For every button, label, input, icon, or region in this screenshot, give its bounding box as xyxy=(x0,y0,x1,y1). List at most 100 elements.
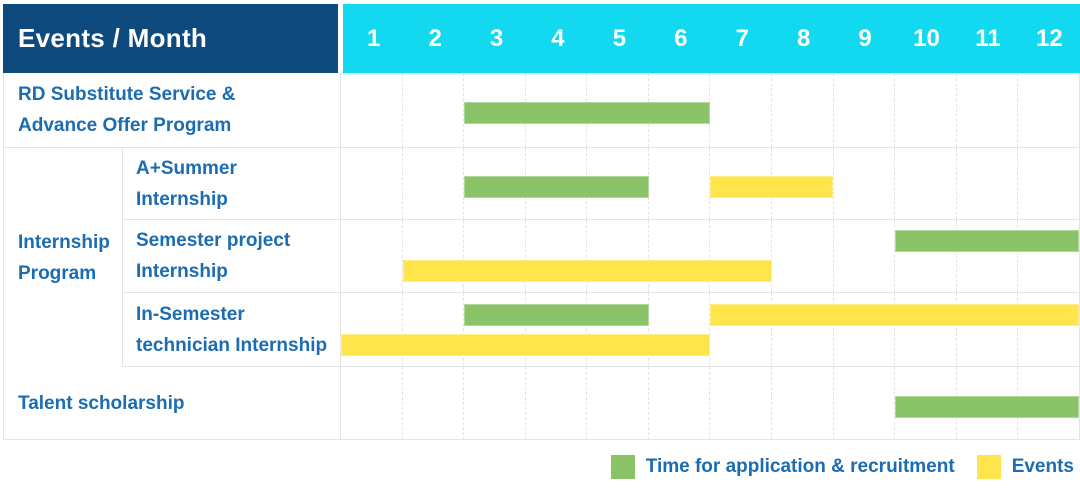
row-chart-area xyxy=(341,73,1079,147)
month-gridline-cell xyxy=(463,148,525,219)
row-label-line: In-Semester xyxy=(136,303,245,325)
month-label: 7 xyxy=(735,24,749,52)
month-gridline-cell xyxy=(771,73,833,147)
month-gridline-cell xyxy=(832,148,895,219)
month-gridline-cell xyxy=(1017,148,1079,219)
gantt-row: A+Summer Internship xyxy=(4,148,1079,220)
row-group-label-line: Program xyxy=(18,262,97,284)
gantt-row: Semester project Internship xyxy=(4,220,1079,293)
row-label: In-Semester technician Internship xyxy=(123,293,341,366)
gantt-bar-yellow xyxy=(341,333,710,356)
month-label: 4 xyxy=(551,24,565,52)
month-gridline-cell xyxy=(463,293,525,366)
legend-label: Events xyxy=(1011,456,1074,477)
month-label: 5 xyxy=(612,24,627,52)
gantt-row: In-Semester technician Internship xyxy=(4,293,1079,367)
month-gridline-cell xyxy=(894,220,956,292)
month-gridline-cell xyxy=(709,148,771,219)
row-label: RD Substitute Service & Advance Offer Pro… xyxy=(4,73,341,147)
row-chart-area xyxy=(341,220,1079,292)
month-gridline-cell xyxy=(1017,220,1079,292)
month-gridline-cell xyxy=(401,220,464,292)
month-gridline-cell xyxy=(709,73,771,147)
legend-swatch-yellow xyxy=(976,455,1001,479)
gantt-body: RD Substitute Service & Advance Offer Pro… xyxy=(3,73,1080,440)
row-label-line: A+Summer xyxy=(136,157,237,179)
month-gridline-cell xyxy=(401,73,464,147)
legend-label: Time for application & recruitment xyxy=(645,456,955,477)
gantt-bar-green xyxy=(464,102,710,124)
month-gridline-cell xyxy=(955,73,1018,147)
month-label: 6 xyxy=(674,24,688,52)
month-label: 3 xyxy=(489,24,504,52)
gantt-row: Talent scholarship xyxy=(4,367,1079,440)
month-label: 2 xyxy=(428,24,442,52)
month-gridline-cell xyxy=(1017,73,1079,147)
gantt-bar-yellow xyxy=(710,175,833,198)
month-label: 8 xyxy=(796,24,811,52)
month-gridline-cell xyxy=(647,220,710,292)
month-label: 1 xyxy=(367,24,381,52)
month-gridline-cell xyxy=(524,367,587,440)
month-gridline-cell xyxy=(647,293,710,366)
month-gridline-cell xyxy=(709,293,771,366)
month-gridline-cell xyxy=(341,367,402,440)
month-gridline-cell xyxy=(463,73,525,147)
month-gridline-cell xyxy=(647,148,710,219)
month-gridline-cell xyxy=(586,293,648,366)
month-gridline-cell xyxy=(955,148,1018,219)
month-label: 12 xyxy=(1036,24,1063,52)
month-gridline-cell xyxy=(832,293,895,366)
row-label-line: RD Substitute Service & xyxy=(18,84,236,105)
row-label-line: Talent scholarship xyxy=(18,393,185,414)
month-gridline-cell xyxy=(709,220,771,292)
gantt-bar-yellow xyxy=(710,303,1079,326)
month-gridline-cell xyxy=(401,367,464,440)
row-chart-area xyxy=(341,293,1079,366)
month-gridline-cell xyxy=(955,220,1018,292)
month-gridline-cell xyxy=(832,367,895,440)
row-chart-area xyxy=(341,148,1079,219)
gantt-bar-green xyxy=(464,303,649,326)
month-gridline-cell xyxy=(401,148,464,219)
legend: Time for application & recruitment Events xyxy=(610,455,1074,479)
row-label-line: Internship xyxy=(136,188,228,210)
month-label: 10 xyxy=(913,24,940,52)
gantt-row: RD Substitute Service & Advance Offer Pro… xyxy=(4,73,1079,148)
month-gridline-cell xyxy=(771,220,833,292)
row-label-line: Internship xyxy=(136,261,228,282)
row-label: Talent scholarship xyxy=(4,367,341,440)
month-gridline-cell xyxy=(955,293,1018,366)
month-gridline-cell xyxy=(524,293,587,366)
row-group-label-line: Internship xyxy=(18,231,110,253)
month-gridline-cell xyxy=(463,367,525,440)
month-gridline-cell xyxy=(771,293,833,366)
month-gridline-cell xyxy=(401,293,464,366)
month-gridline-cell xyxy=(832,220,895,292)
row-label: Semester project Internship xyxy=(123,220,341,292)
month-gridline-cell xyxy=(586,220,648,292)
month-gridline-cell xyxy=(341,220,402,292)
month-gridline-cell xyxy=(894,293,956,366)
legend-item: Events xyxy=(976,455,1074,479)
row-label-line: technician Internship xyxy=(136,334,328,356)
row-label: A+Summer Internship xyxy=(123,148,341,219)
month-gridline-cell xyxy=(341,73,402,147)
month-label: 11 xyxy=(975,24,1001,52)
row-label-line: Advance Offer Program xyxy=(18,115,232,136)
month-gridline-cell xyxy=(1017,293,1079,366)
row-chart-area xyxy=(341,367,1079,440)
month-gridline-cell xyxy=(586,367,648,440)
legend-swatch-green xyxy=(610,455,635,479)
gantt-bar-green xyxy=(464,175,649,198)
month-gridline-cell xyxy=(894,73,956,147)
month-gridline-cell xyxy=(832,73,895,147)
month-gridline-cell xyxy=(341,148,402,219)
gantt-bar-yellow xyxy=(402,260,772,282)
gantt-bar-green xyxy=(894,230,1079,252)
events-month-header: Events / Month xyxy=(3,4,338,73)
header-title: Events / Month xyxy=(18,23,208,53)
month-gridline-cell xyxy=(647,367,710,440)
month-gridline-cell xyxy=(771,367,833,440)
